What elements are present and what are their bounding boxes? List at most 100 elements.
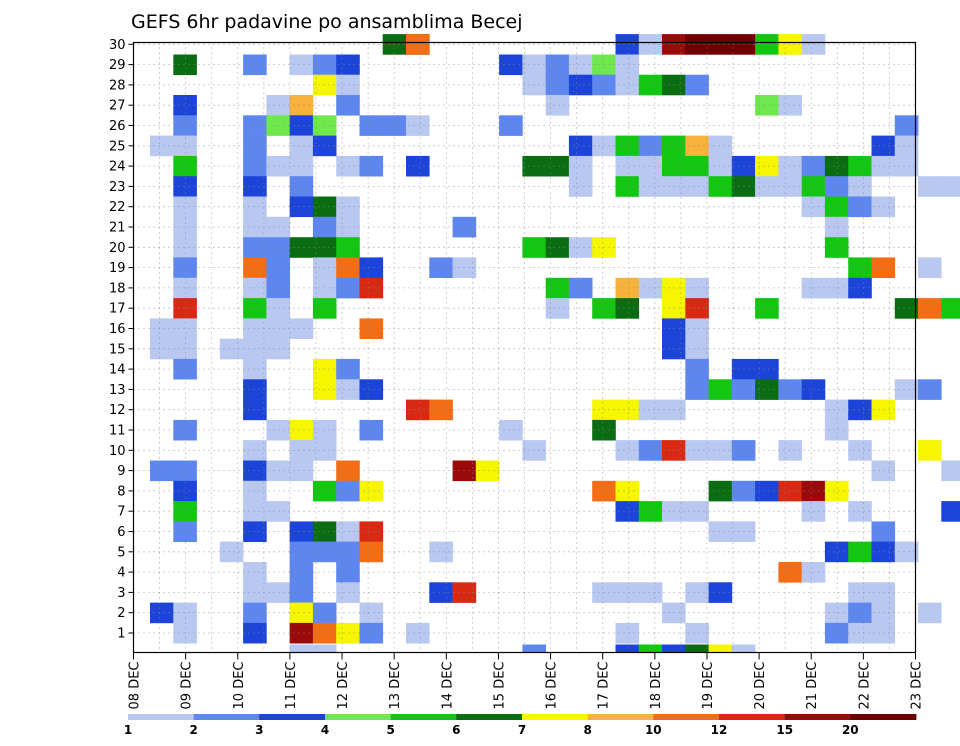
heatmap-cell <box>243 521 267 542</box>
heatmap-cell <box>312 521 337 542</box>
heatmap-cell <box>731 644 756 653</box>
heatmap-cell <box>638 582 663 603</box>
heatmap-cell <box>312 216 337 238</box>
legend-swatch <box>850 714 917 720</box>
heatmap-cell <box>871 135 896 157</box>
heatmap-cell <box>406 115 430 136</box>
heatmap-cell <box>685 582 709 603</box>
heatmap-cell <box>150 602 174 624</box>
heatmap-cell <box>266 318 290 339</box>
legend-swatch <box>784 714 851 720</box>
y-tick-label: 25 <box>109 139 126 154</box>
heatmap-cell <box>429 582 453 603</box>
y-tick-label: 19 <box>109 261 126 276</box>
heatmap-cell <box>568 237 593 258</box>
y-tick-label: 10 <box>109 444 126 459</box>
x-axis: 08 DEC 09 DEC 10 DEC 11 DEC 12 DEC 13 DEC 14 D… <box>128 652 925 710</box>
heatmap-cell <box>429 541 453 563</box>
heatmap-cell <box>266 155 290 177</box>
legend-label: 7 <box>518 723 526 737</box>
y-tick-label: 16 <box>109 322 126 337</box>
heatmap-cell <box>359 602 384 624</box>
heatmap-cell <box>289 54 314 76</box>
x-tick-label: 21 DEC <box>805 662 820 710</box>
heatmap-cell <box>173 358 197 380</box>
heatmap-cell <box>312 622 337 644</box>
heatmap-cell <box>685 298 709 319</box>
heatmap-cell <box>685 379 709 400</box>
heatmap-cell <box>708 582 733 603</box>
heatmap-cell <box>499 115 523 136</box>
heatmap-cell <box>568 54 593 76</box>
heatmap-cell <box>336 521 360 542</box>
heatmap-cell <box>312 379 337 400</box>
heatmap-cell <box>266 216 290 238</box>
heatmap-cell <box>336 480 360 502</box>
heatmap-cell <box>894 115 919 136</box>
heatmap-cell <box>824 216 849 238</box>
heatmap-cell <box>871 521 896 542</box>
y-tick-label: 20 <box>109 241 126 256</box>
heatmap-cell <box>289 622 314 644</box>
heatmap-cell <box>941 176 960 197</box>
heatmap-cell <box>289 135 314 157</box>
heatmap-cell <box>336 74 360 96</box>
heatmap-cell <box>173 54 197 76</box>
heatmap-cell <box>708 644 733 653</box>
x-tick-label: 11 DEC <box>284 662 299 710</box>
heatmap-cell <box>638 277 663 299</box>
heatmap-cell <box>359 115 384 136</box>
heatmap-cell <box>312 54 337 76</box>
heatmap-cell <box>685 501 709 522</box>
legend-swatch <box>259 714 326 720</box>
x-tick-label: 15 DEC <box>492 662 507 710</box>
heatmap-cell <box>685 358 709 380</box>
heatmap-cell <box>312 602 337 624</box>
heatmap-cell <box>545 155 570 177</box>
heatmap-cell <box>638 440 663 461</box>
heatmap-cell <box>243 298 267 319</box>
heatmap-cell <box>336 216 360 238</box>
x-tick-label: 17 DEC <box>597 662 612 710</box>
legend-swatch <box>522 714 589 720</box>
heatmap-cell <box>778 155 802 177</box>
heatmap-cell <box>824 622 849 644</box>
heatmap-cell <box>755 358 779 380</box>
heatmap-cell <box>173 622 197 644</box>
heatmap-cell <box>824 419 849 441</box>
heatmap-cell <box>336 562 360 583</box>
heatmap-cell <box>871 460 896 482</box>
heatmap-cell <box>289 155 314 177</box>
chart-title: GEFS 6hr padavine po ansamblima Becej <box>131 11 523 33</box>
heatmap-cell <box>685 34 709 55</box>
y-tick-label: 24 <box>109 160 126 175</box>
heatmap-cell <box>778 480 802 502</box>
heatmap-cell <box>824 237 849 258</box>
heatmap-cell <box>848 602 872 624</box>
heatmap-cell <box>871 541 896 563</box>
heatmap-cell <box>243 379 267 400</box>
heatmap-cell <box>173 501 197 522</box>
heatmap-cell <box>941 501 960 522</box>
heatmap-cell <box>615 155 640 177</box>
legend-swatch <box>390 714 457 720</box>
heatmap-cell <box>708 521 733 542</box>
heatmap-cell <box>848 257 872 278</box>
heatmap-cell <box>848 541 872 563</box>
heatmap-cell <box>708 176 733 197</box>
heatmap-cell <box>568 176 593 197</box>
heatmap-cell <box>312 541 337 563</box>
heatmap-cell <box>755 480 779 502</box>
heatmap-cell <box>568 155 593 177</box>
heatmap-cell <box>918 176 942 197</box>
heatmap-cell <box>336 541 360 563</box>
heatmap-cell <box>336 622 360 644</box>
legend-label: 4 <box>321 723 329 737</box>
heatmap-cell <box>778 95 802 116</box>
legend-label: 1 <box>124 723 132 737</box>
heatmap-cell <box>848 622 872 644</box>
heatmap-cell <box>266 298 290 319</box>
heatmap-cell <box>266 115 290 136</box>
legend-label: 6 <box>452 723 460 737</box>
x-tick-label: 19 DEC <box>701 662 716 710</box>
